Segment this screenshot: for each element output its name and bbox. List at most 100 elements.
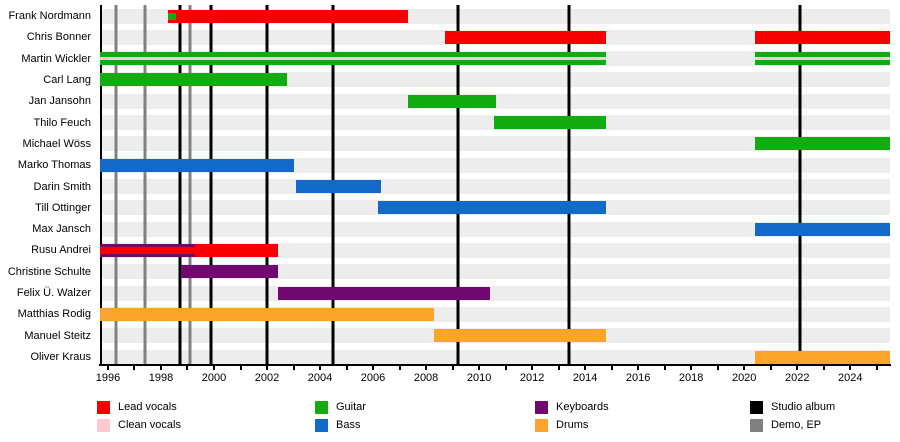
axis-tick-label: 2018 (678, 372, 704, 384)
studio-album-line (209, 5, 213, 365)
legend-label: Demo, EP (771, 419, 822, 431)
axis-tick (849, 366, 852, 370)
timeline-bar-lead_vocals (754, 30, 890, 44)
timeline-bar-guitar (493, 116, 607, 130)
timeline-bar-guitar (754, 137, 890, 151)
row-band (100, 72, 890, 88)
member-label: Matthias Rodig (17, 308, 91, 321)
plot-area (100, 5, 890, 365)
member-label: Darin Smith (33, 180, 91, 193)
axis-tick (372, 366, 375, 370)
timeline-stripe-lead_vocals (100, 246, 196, 254)
axis-tick (239, 366, 242, 370)
legend-label: Lead vocals (118, 401, 177, 413)
axis-tick (186, 366, 189, 370)
row-band (100, 242, 890, 258)
demo-ep-line (143, 5, 147, 365)
timeline-bar-keyboards (277, 286, 490, 300)
studio-album-line (567, 5, 571, 365)
legend-label: Studio album (771, 401, 836, 413)
studio-album-line (456, 5, 460, 365)
timeline-bar-drums (100, 307, 435, 321)
row-band (100, 136, 890, 152)
axis-tick (425, 366, 428, 370)
x-axis-line (99, 364, 891, 366)
axis-tick-label: 2004 (307, 372, 333, 384)
legend-swatch (315, 401, 328, 414)
axis-tick (663, 366, 666, 370)
timeline-bar-bass (296, 180, 381, 193)
axis-tick (159, 366, 162, 370)
studio-album-line (798, 5, 802, 365)
row-band (100, 179, 890, 194)
member-label: Felix Ü. Walzer (16, 287, 91, 300)
axis-tick (769, 366, 772, 370)
axis-tick-label: 2020 (731, 372, 757, 384)
axis-tick (106, 366, 109, 370)
member-label: Oliver Kraus (30, 351, 91, 363)
axis-tick (796, 366, 799, 370)
legend-swatch (750, 401, 763, 414)
member-label: Carl Lang (43, 73, 91, 86)
legend-label: Keyboards (556, 401, 609, 413)
timeline-bar-drums (434, 329, 607, 343)
legend-swatch (315, 419, 328, 432)
axis-tick (212, 366, 215, 370)
axis-tick (584, 366, 587, 370)
member-label: Thilo Feuch (33, 116, 91, 129)
axis-tick (319, 366, 322, 370)
timeline-bar-keyboards (180, 265, 278, 279)
row-band (100, 264, 890, 280)
legend-swatch (750, 419, 763, 432)
axis-tick (716, 366, 719, 370)
y-axis-line (100, 5, 102, 365)
timeline-stripe-clean_vocals (100, 57, 607, 61)
legend-swatch (97, 419, 110, 432)
legend-swatch (535, 419, 548, 432)
legend-label: Bass (336, 419, 361, 431)
row-band (100, 285, 890, 301)
member-label-column: Frank Nordmann Chris Bonner Martin Wickler… (0, 5, 96, 365)
timeline-bar-lead_vocals (167, 9, 408, 23)
axis-tick (637, 366, 640, 370)
axis-tick (822, 366, 825, 370)
timeline-bar-bass (100, 158, 294, 172)
member-label: Rusu Andrei (31, 244, 91, 257)
row-band (100, 349, 890, 365)
timeline-stripe-guitar (167, 12, 176, 20)
axis-tick-label: 2002 (254, 372, 280, 384)
member-label: Christine Schulte (7, 265, 91, 278)
timeline-stripe-clean_vocals (754, 57, 890, 61)
timeline-bar-bass (378, 201, 607, 215)
studio-album-line (265, 5, 269, 365)
axis-tick-label: 1998 (148, 372, 174, 384)
axis-tick-label: 2000 (201, 372, 227, 384)
timeline-bar-guitar (407, 94, 497, 108)
axis-tick (345, 366, 348, 370)
axis-tick-label: 2022 (784, 372, 810, 384)
demo-ep-line (188, 5, 192, 365)
timeline-bar-bass (754, 222, 890, 236)
axis-tick (451, 366, 454, 370)
axis-tick (610, 366, 613, 370)
member-label: Max Jansch (32, 223, 91, 236)
member-label: Chris Bonner (26, 31, 91, 44)
studio-album-line (178, 5, 182, 365)
member-label: Frank Nordmann (8, 10, 91, 22)
member-label: Jan Jansohn (28, 95, 91, 108)
axis-tick-label: 2008 (413, 372, 439, 384)
axis-tick-label: 2010 (466, 372, 492, 384)
axis-tick (478, 366, 481, 370)
member-label: Marko Thomas (17, 159, 91, 172)
axis-tick (133, 366, 136, 370)
legend-swatch (97, 401, 110, 414)
timeline-bar-guitar (100, 73, 287, 87)
axis-tick-label: 2016 (625, 372, 651, 384)
member-label: Till Ottinger (35, 201, 91, 214)
axis-tick (557, 366, 560, 370)
axis-tick-label: 2006 (360, 372, 386, 384)
legend-label: Drums (556, 419, 589, 431)
timeline-bar-lead_vocals (444, 30, 607, 44)
axis-tick (266, 366, 268, 370)
axis-tick (690, 366, 693, 370)
